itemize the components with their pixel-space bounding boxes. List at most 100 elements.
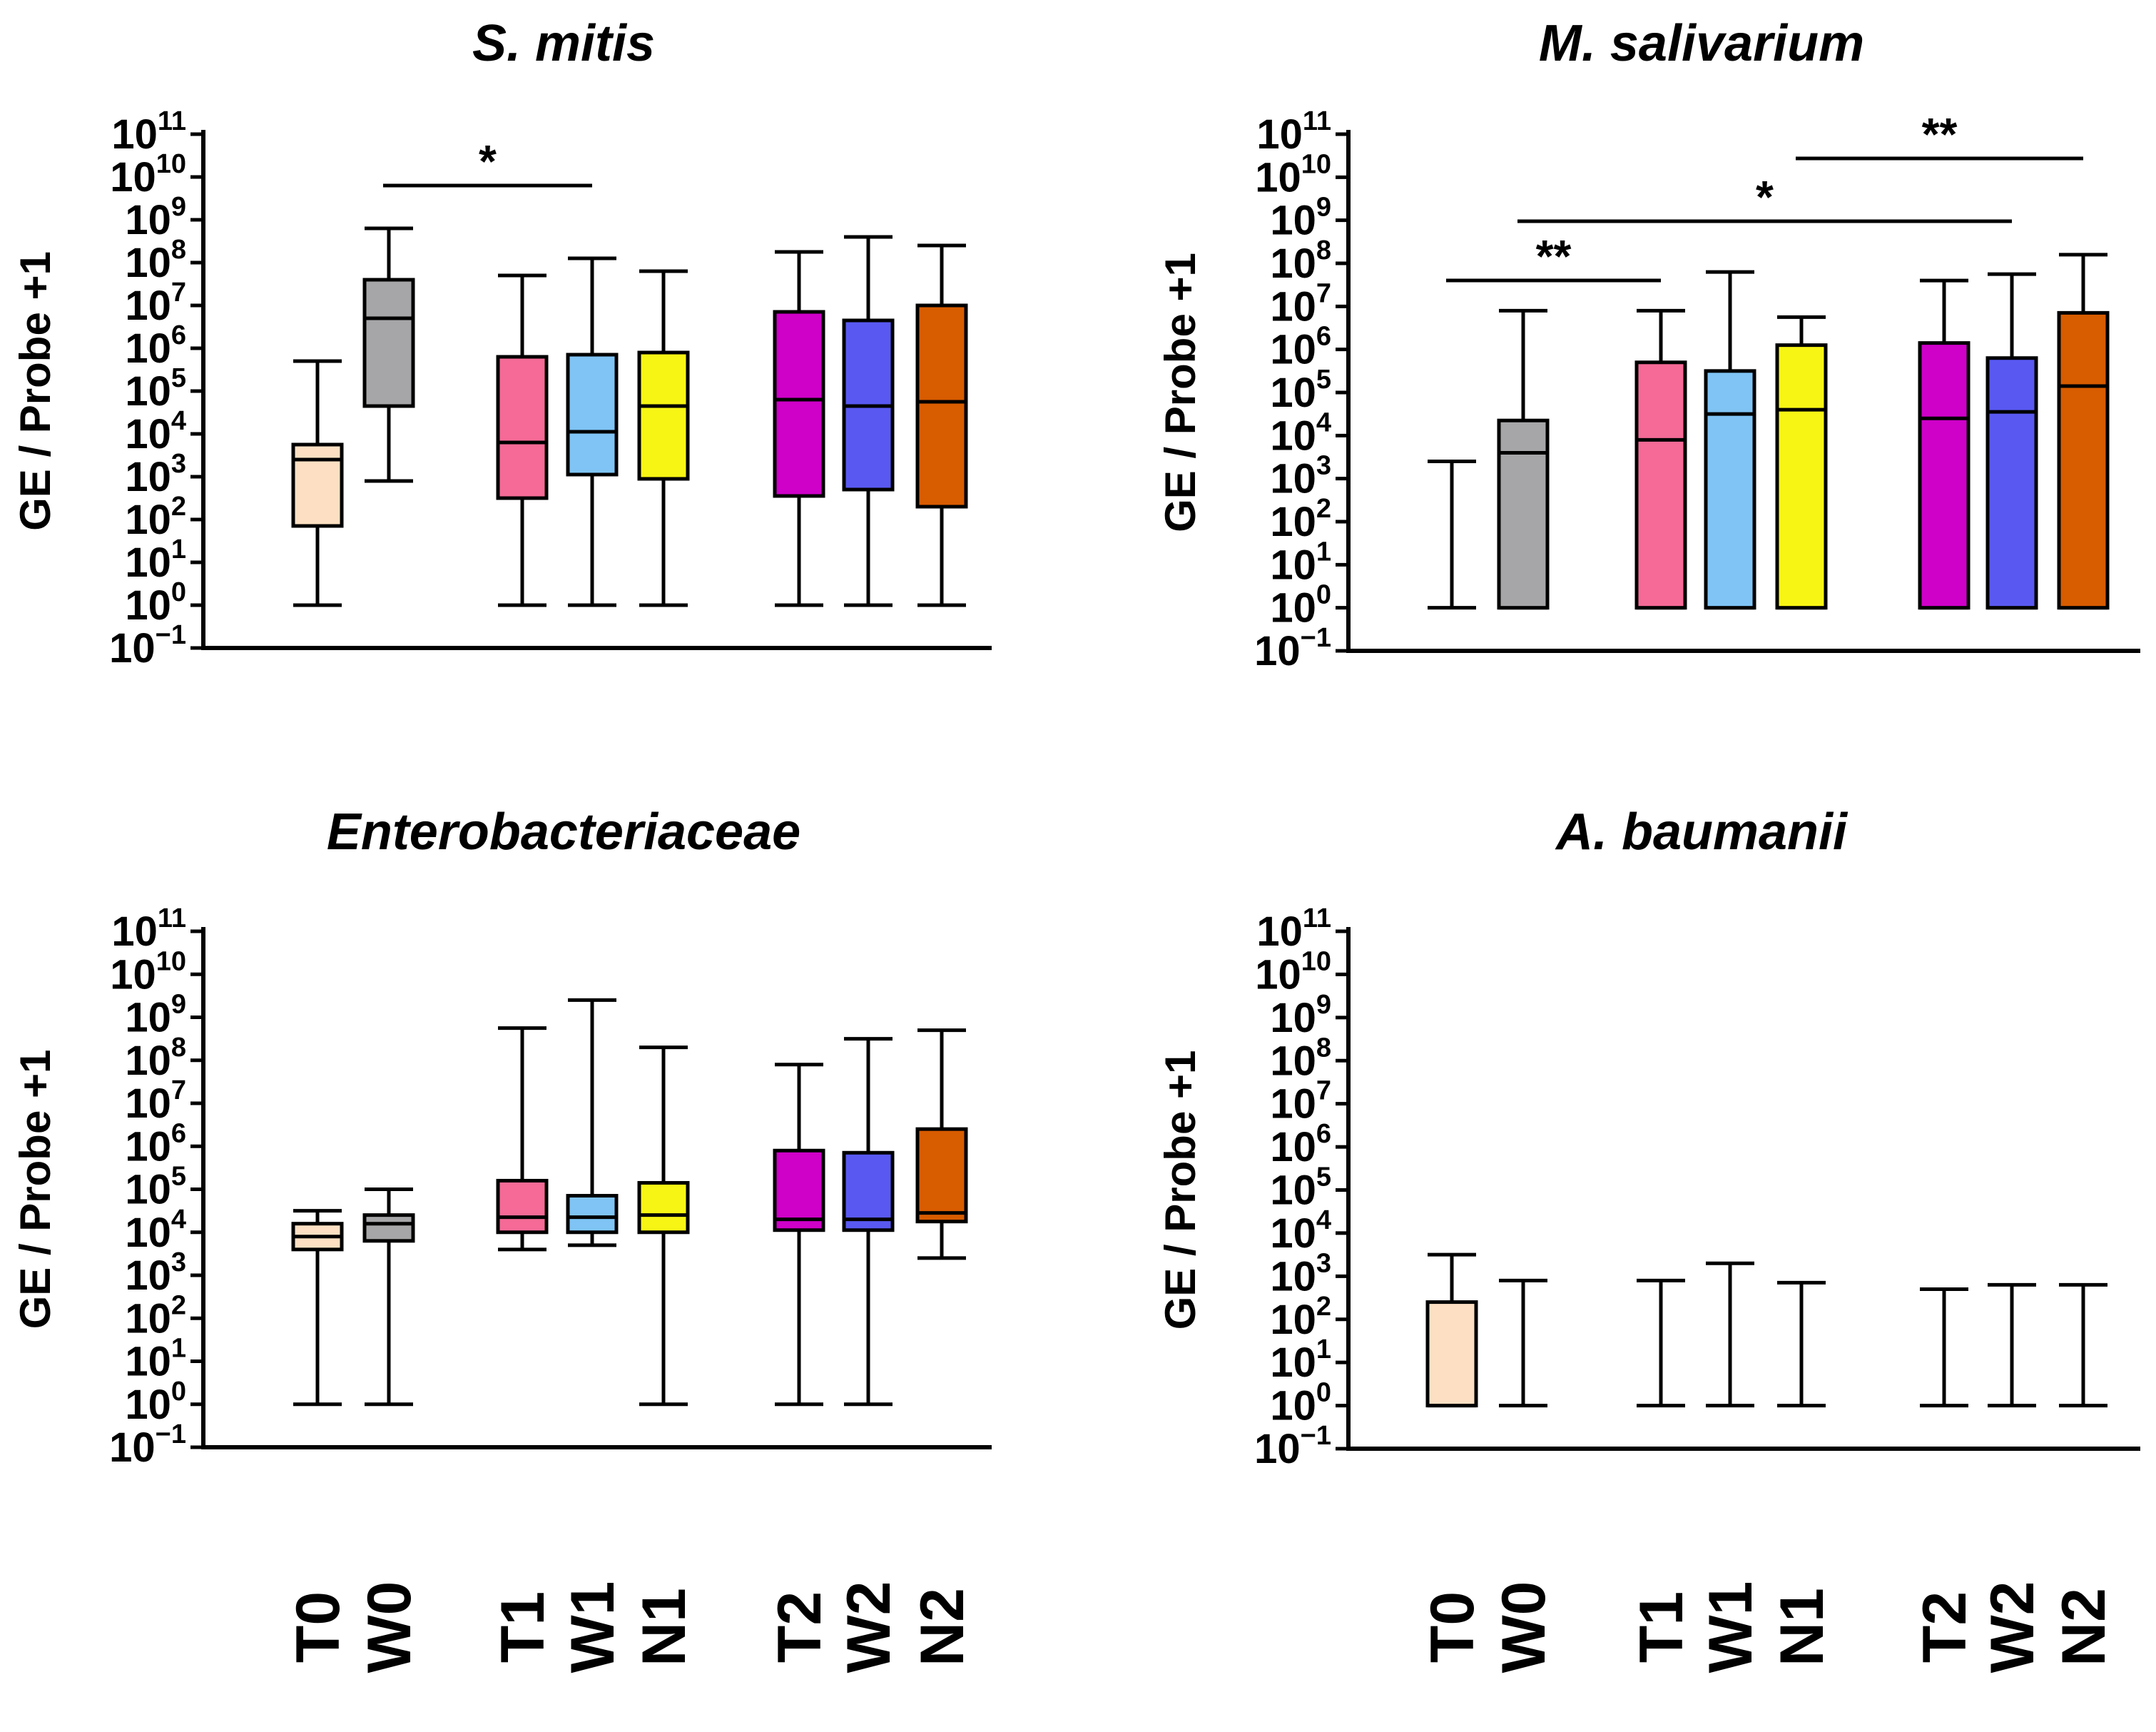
box-rect-W2 bbox=[842, 1150, 895, 1232]
box-rect-N1 bbox=[637, 350, 690, 481]
box-T1 bbox=[1634, 308, 1687, 610]
x-category-label: N1 bbox=[1768, 1588, 1836, 1666]
x-category-label: W1 bbox=[559, 1581, 627, 1673]
y-tick-label: 10−1 bbox=[109, 620, 186, 672]
y-tick-label: 100 bbox=[125, 577, 186, 629]
box-W2 bbox=[842, 235, 895, 607]
box-T0 bbox=[291, 1209, 344, 1407]
y-axis-label: GE / Probe +1 bbox=[11, 1050, 59, 1330]
y-tick-label: 102 bbox=[125, 1290, 186, 1342]
y-tick-label: 107 bbox=[1270, 1076, 1331, 1128]
y-tick-label: 100 bbox=[125, 1377, 186, 1428]
box-T0 bbox=[1425, 1252, 1478, 1408]
y-tick-label: 1010 bbox=[110, 946, 186, 998]
box-N2 bbox=[2057, 253, 2110, 610]
box-rect-N1 bbox=[1775, 343, 1828, 610]
y-axis-label: GE / Probe +1 bbox=[11, 251, 59, 531]
y-tick-label: 103 bbox=[1270, 1248, 1331, 1300]
box-N1 bbox=[1775, 315, 1828, 610]
y-tick-label: 1011 bbox=[1256, 106, 1331, 158]
x-category-label: W1 bbox=[1697, 1581, 1765, 1673]
x-category-label: N2 bbox=[908, 1588, 977, 1666]
y-tick-label: 101 bbox=[1270, 537, 1331, 588]
chart-title: A. baumanii bbox=[1555, 804, 1849, 861]
y-tick-label: 103 bbox=[1270, 451, 1331, 502]
box-T1 bbox=[1637, 1278, 1685, 1408]
box-W1 bbox=[1706, 1261, 1754, 1408]
box-rect-T2 bbox=[1918, 341, 1971, 610]
box-T2 bbox=[773, 1063, 825, 1407]
y-tick-label: 106 bbox=[125, 1118, 186, 1170]
y-tick-label: 100 bbox=[1270, 1378, 1331, 1429]
y-tick-label: 105 bbox=[125, 363, 186, 415]
significance-label: * bbox=[1756, 171, 1774, 223]
box-W2 bbox=[842, 1037, 895, 1407]
y-tick-label: 101 bbox=[125, 1334, 186, 1385]
y-tick-label: 109 bbox=[1270, 990, 1331, 1041]
y-tick-label: 104 bbox=[1270, 407, 1331, 459]
box-T0 bbox=[1428, 460, 1476, 610]
chart-title: S. mitis bbox=[472, 15, 655, 72]
box-rect-W1 bbox=[1704, 369, 1756, 610]
box-rect-W0 bbox=[362, 278, 415, 408]
y-tick-label: 106 bbox=[125, 320, 186, 372]
box-N1 bbox=[637, 1045, 690, 1407]
box-rect-T0 bbox=[1425, 1300, 1478, 1408]
box-T0 bbox=[291, 359, 344, 607]
box-rect-T1 bbox=[496, 355, 549, 500]
box-rect-W0 bbox=[1497, 418, 1550, 610]
chart-title: M. salivarium bbox=[1539, 15, 1864, 72]
y-tick-label: 104 bbox=[1270, 1205, 1331, 1257]
y-tick-label: 108 bbox=[125, 235, 186, 286]
box-W1 bbox=[566, 256, 619, 607]
x-category-label: T1 bbox=[1627, 1591, 1696, 1663]
y-tick-label: 105 bbox=[1270, 1163, 1331, 1214]
y-tick-label: 10−1 bbox=[1254, 1421, 1331, 1472]
y-tick-label: 106 bbox=[1270, 322, 1331, 373]
box-rect-T1 bbox=[496, 1178, 549, 1235]
y-axis-label: GE / Probe +1 bbox=[1156, 253, 1204, 532]
box-T2 bbox=[1918, 278, 1971, 610]
x-category-label: N2 bbox=[2050, 1588, 2118, 1666]
x-category-label: W2 bbox=[835, 1581, 903, 1673]
box-N1 bbox=[637, 269, 690, 607]
box-N1 bbox=[1777, 1280, 1826, 1408]
box-rect-W1 bbox=[566, 1194, 619, 1235]
box-rect-N2 bbox=[915, 303, 968, 509]
significance-label: ** bbox=[1536, 231, 1572, 282]
box-rect-N2 bbox=[915, 1127, 968, 1224]
y-tick-label: 100 bbox=[1270, 580, 1331, 632]
box-W1 bbox=[566, 998, 619, 1247]
box-T2 bbox=[773, 250, 825, 607]
y-tick-label: 108 bbox=[125, 1033, 186, 1084]
y-tick-label: 101 bbox=[1270, 1335, 1331, 1386]
y-tick-label: 105 bbox=[1270, 365, 1331, 416]
chart-title: Enterobacteriaceae bbox=[327, 804, 800, 861]
y-tick-label: 106 bbox=[1270, 1119, 1331, 1170]
y-tick-label: 102 bbox=[125, 492, 186, 543]
y-tick-label: 107 bbox=[125, 278, 186, 329]
y-tick-label: 101 bbox=[125, 535, 186, 586]
y-tick-label: 1010 bbox=[1255, 946, 1331, 998]
y-tick-label: 109 bbox=[125, 990, 186, 1041]
box-N2 bbox=[915, 1028, 968, 1260]
y-tick-label: 105 bbox=[125, 1162, 186, 1213]
y-tick-label: 104 bbox=[125, 1205, 186, 1256]
box-N2 bbox=[2059, 1282, 2107, 1408]
panel-2: M. salivarium GE / Probe +1 10111010109108… bbox=[1156, 15, 2140, 674]
y-tick-label: 102 bbox=[1270, 494, 1331, 545]
y-tick-label: 1011 bbox=[1256, 903, 1331, 955]
x-category-label: T2 bbox=[1911, 1591, 1979, 1663]
significance-label: ** bbox=[1922, 108, 1958, 160]
y-tick-label: 1010 bbox=[1255, 149, 1331, 201]
box-rect-T0 bbox=[291, 442, 344, 528]
box-W0 bbox=[1497, 308, 1550, 610]
box-rect-N1 bbox=[637, 1180, 690, 1235]
box-W0 bbox=[362, 1187, 415, 1407]
x-category-label: T1 bbox=[489, 1591, 557, 1663]
y-tick-label: 10−1 bbox=[1254, 623, 1331, 674]
box-rect-T2 bbox=[773, 310, 825, 498]
box-T1 bbox=[496, 1026, 549, 1252]
